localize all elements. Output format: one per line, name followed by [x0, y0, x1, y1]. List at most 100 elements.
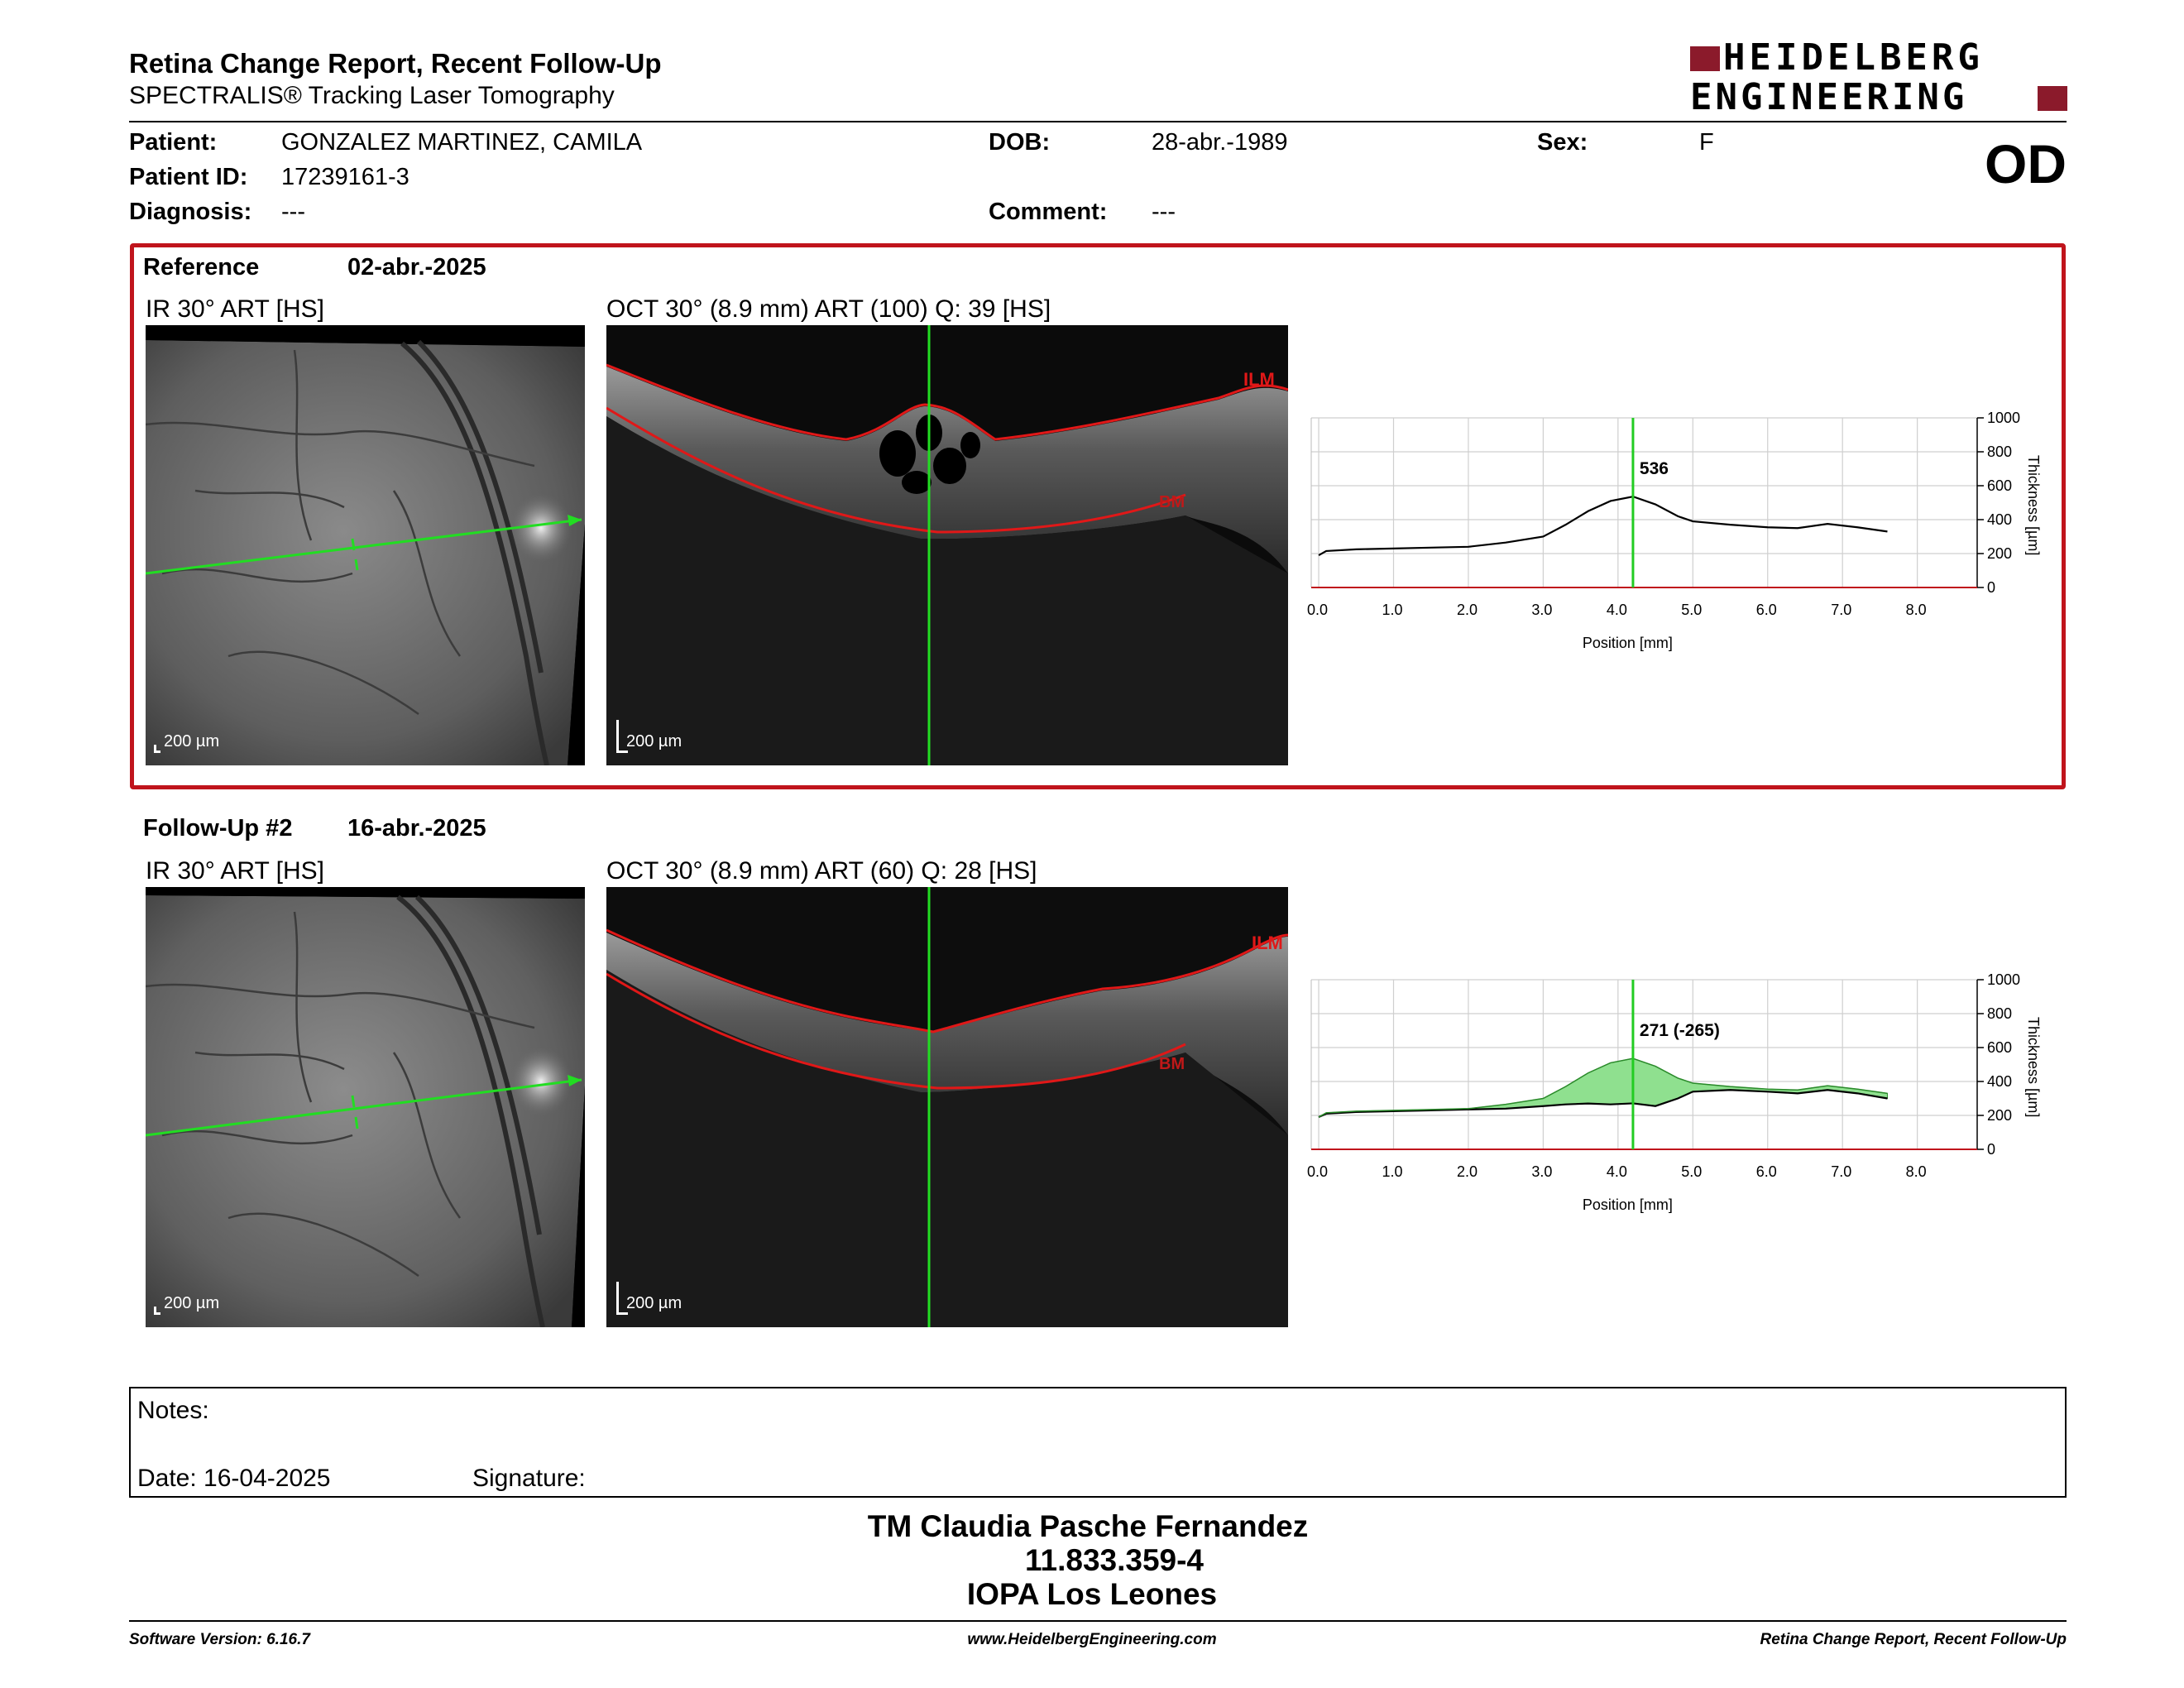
signatory-institution: IOPA Los Leones: [966, 1577, 1218, 1611]
followup-ir-image: 200 µm: [146, 887, 585, 1327]
heidelberg-logo: HEIDELBERG ENGINEERING: [1690, 36, 2067, 118]
eye-indicator: OD: [1985, 133, 2067, 194]
y-tick-label: 200: [1987, 545, 2012, 562]
scale-bar: 200 µm: [154, 1282, 220, 1315]
scale-tick-icon: [154, 1312, 160, 1315]
logo-square-icon: [1690, 46, 1720, 71]
x-tick-label: 7.0: [1831, 602, 1851, 618]
x-tick-label: 4.0: [1607, 1163, 1627, 1180]
x-tick-label: 0.0: [1307, 602, 1328, 618]
followup-oct-title: OCT 30° (8.9 mm) ART (60) Q: 28 [HS]: [606, 857, 1037, 885]
notes-box: Notes: Date: 16-04-2025 Signature:: [129, 1387, 2067, 1498]
diagnosis-label: Diagnosis:: [129, 199, 252, 225]
y-tick-label: 0: [1987, 1141, 1995, 1158]
diagnosis: ---: [281, 199, 305, 225]
x-tick-label: 8.0: [1906, 1163, 1927, 1180]
bm-label: BM: [1159, 1055, 1185, 1073]
scale-label: 200 µm: [626, 1294, 682, 1312]
cursor-annotation: 271 (-265): [1640, 1021, 1720, 1040]
reference-ir-image: 200 µm: [146, 325, 585, 765]
ilm-label: ILM: [1243, 369, 1275, 390]
x-tick-label: 3.0: [1531, 1163, 1552, 1180]
y-tick-label: 400: [1987, 1073, 2012, 1090]
x-tick-label: 8.0: [1906, 602, 1927, 618]
reference-date: 02-abr.-2025: [347, 254, 486, 281]
followup-fundus-svg: [146, 887, 585, 1327]
footer-rule: [129, 1620, 2067, 1622]
y-tick-label: 1000: [1987, 410, 2020, 426]
footer-report-name: Retina Change Report, Recent Follow-Up: [1760, 1631, 2067, 1648]
scale-label: 200 µm: [164, 732, 220, 750]
ilm-label: ILM: [1252, 933, 1283, 953]
header-rule: [129, 121, 2067, 122]
report-subtitle: SPECTRALIS® Tracking Laser Tomography: [129, 82, 615, 109]
patient-name-label: Patient:: [129, 129, 218, 156]
reference-frame: [130, 243, 2066, 789]
footer-website-link[interactable]: www.HeidelbergEngineering.com: [967, 1631, 1217, 1648]
report-title: Retina Change Report, Recent Follow-Up: [129, 48, 662, 79]
x-axis-label: Position [mm]: [1583, 1196, 1673, 1213]
reference-ir-title: IR 30° ART [HS]: [146, 295, 324, 323]
x-tick-label: 3.0: [1531, 602, 1552, 618]
footer-software-version: Software Version: 6.16.7: [129, 1631, 310, 1648]
y-tick-label: 400: [1987, 511, 2012, 528]
x-tick-label: 1.0: [1382, 1163, 1402, 1180]
followup-ir-title: IR 30° ART [HS]: [146, 857, 324, 885]
x-tick-label: 6.0: [1756, 1163, 1777, 1180]
series-line: [1318, 495, 1888, 557]
sex: F: [1699, 129, 1714, 156]
reference-oct-image: ILM BM 200 µm: [606, 325, 1288, 765]
x-tick-label: 2.0: [1457, 1163, 1478, 1180]
x-tick-label: 5.0: [1681, 602, 1702, 618]
scale-vert-icon: [154, 745, 156, 753]
series-reference-line: [1318, 1057, 1888, 1118]
y-axis-label: Thickness [µm]: [2025, 455, 2042, 555]
scale-bar: 200 µm: [616, 1278, 699, 1315]
reference-fundus-svg: [146, 325, 585, 765]
x-axis-label: Position [mm]: [1583, 635, 1673, 651]
x-tick-label: 7.0: [1831, 1163, 1851, 1180]
x-tick-label: 0.0: [1307, 1163, 1328, 1180]
cursor-annotation: 536: [1640, 459, 1669, 478]
scale-vert-icon: [616, 1282, 619, 1315]
difference-area: [1318, 1057, 1888, 1118]
notes-label: Notes:: [137, 1397, 209, 1424]
reference-label: Reference: [143, 254, 260, 281]
scale-tick-icon: [616, 750, 628, 753]
y-tick-label: 1000: [1987, 971, 2020, 988]
scale-tick-icon: [154, 750, 160, 753]
sex-label: Sex:: [1537, 129, 1588, 156]
reference-oct-title: OCT 30° (8.9 mm) ART (100) Q: 39 [HS]: [606, 295, 1051, 323]
comment-label: Comment:: [989, 199, 1108, 225]
comment: ---: [1152, 199, 1176, 225]
x-tick-label: 1.0: [1382, 602, 1402, 618]
followup-oct-image: ILM BM 200 µm: [606, 887, 1288, 1327]
x-tick-label: 2.0: [1457, 602, 1478, 618]
dob-label: DOB:: [989, 129, 1051, 156]
notes-date: Date: 16-04-2025: [137, 1465, 331, 1492]
scale-label: 200 µm: [626, 732, 682, 750]
scale-tick-icon: [616, 1312, 628, 1315]
patient-name: GONZALEZ MARTINEZ, CAMILA: [281, 129, 643, 156]
reference-oct-svg: ILM BM: [606, 325, 1288, 765]
signature-label[interactable]: Signature:: [472, 1465, 586, 1492]
followup-label: Follow-Up #2: [143, 815, 293, 842]
signatory-name: TM Claudia Pasche Fernandez: [867, 1509, 1309, 1543]
patient-id: 17239161-3: [281, 164, 410, 190]
y-tick-label: 200: [1987, 1107, 2012, 1124]
logo-square-icon-2: [2038, 86, 2067, 111]
signatory-rut: 11.833.359-4: [1024, 1543, 1205, 1577]
dob: 28-abr.-1989: [1152, 129, 1288, 156]
followup-date: 16-abr.-2025: [347, 815, 486, 842]
scale-bar: 200 µm: [154, 720, 220, 753]
x-tick-label: 6.0: [1756, 602, 1777, 618]
y-tick-label: 600: [1987, 477, 2012, 494]
followup-oct-svg: ILM BM: [606, 887, 1288, 1327]
reference-thickness-chart: 0 200 400 600 800 1000 0.0 1.0 2.0 3.0 4.0 5.0 6.0 7.…: [1307, 410, 2042, 651]
patient-id-label: Patient ID:: [129, 164, 248, 190]
scale-vert-icon: [616, 720, 619, 753]
y-tick-label: 0: [1987, 579, 1995, 596]
logo-line2: ENGINEERING: [1690, 76, 1968, 118]
logo-line1: HEIDELBERG: [1723, 36, 1984, 79]
scale-label: 200 µm: [164, 1294, 220, 1312]
